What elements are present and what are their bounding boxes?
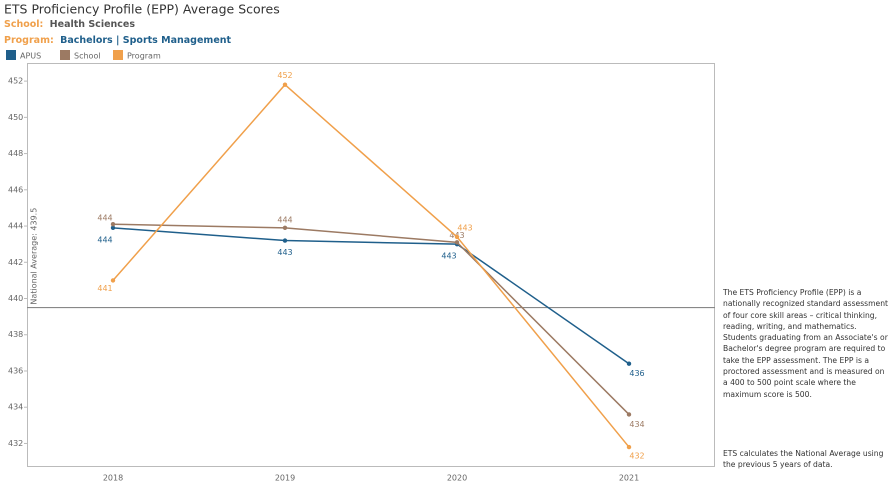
x-tick-label: 2020 (447, 474, 467, 483)
value-label: 444 (277, 215, 292, 224)
legend-swatch (60, 50, 70, 60)
value-label: 444 (97, 214, 112, 223)
legend-swatch (113, 50, 123, 60)
note: The ETS Proficiency Profile (EPP) is a n… (723, 288, 888, 399)
legend-swatch (6, 50, 16, 60)
legend-label: School (74, 52, 101, 61)
y-tick-label: 452 (8, 77, 23, 86)
point (110, 278, 116, 283)
x-tick-label: 2018 (103, 474, 123, 483)
y-tick-label: 434 (8, 403, 23, 412)
point (110, 222, 116, 227)
series-line (112, 227, 630, 365)
chart-title: ETS Proficiency Profile (EPP) Average Sc… (4, 2, 280, 17)
program-name: Bachelors | Sports Management (60, 35, 231, 46)
point (626, 444, 632, 450)
point (282, 82, 288, 87)
reference-label: National Average: 439.5 (30, 208, 39, 305)
note: ETS calculates the National Average usin… (723, 449, 884, 470)
value-label: 441 (97, 284, 112, 293)
legend-label: APUS (20, 52, 41, 61)
y-tick-label: 432 (8, 439, 23, 448)
value-label: 443 (441, 252, 456, 261)
x-tick-label: 2021 (619, 474, 639, 483)
program-line: Program: Bachelors | Sports Management (4, 35, 232, 46)
value-label: 452 (277, 71, 292, 80)
y-tick-label: 436 (8, 366, 23, 375)
school-name: Health Sciences (50, 19, 136, 30)
value-label: 432 (629, 452, 644, 461)
y-tick-label: 438 (8, 330, 23, 339)
program-label: Program: (4, 35, 54, 46)
y-tick-label: 448 (8, 149, 23, 158)
plot-frame (27, 63, 715, 467)
series-line (112, 223, 630, 415)
y-tick-label: 446 (8, 185, 23, 194)
point (110, 225, 116, 231)
x-tick-label: 2019 (275, 474, 295, 483)
y-tick-label: 444 (8, 222, 23, 231)
y-tick-label: 442 (8, 258, 23, 267)
value-label: 443 (457, 223, 472, 232)
school-line: School: Health Sciences (4, 19, 135, 30)
point (626, 412, 632, 417)
school-label: School: (4, 19, 43, 30)
y-tick-label: 440 (8, 294, 23, 303)
series-line (112, 83, 630, 448)
point (454, 240, 460, 245)
point (282, 225, 288, 231)
value-label: 434 (629, 420, 644, 429)
point (626, 361, 632, 366)
legend-label: Program (127, 52, 161, 61)
value-label: 444 (97, 235, 112, 244)
point (282, 238, 288, 243)
value-label: 436 (629, 369, 644, 378)
value-label: 443 (277, 248, 292, 257)
y-tick-label: 450 (8, 113, 23, 122)
point (454, 234, 460, 240)
